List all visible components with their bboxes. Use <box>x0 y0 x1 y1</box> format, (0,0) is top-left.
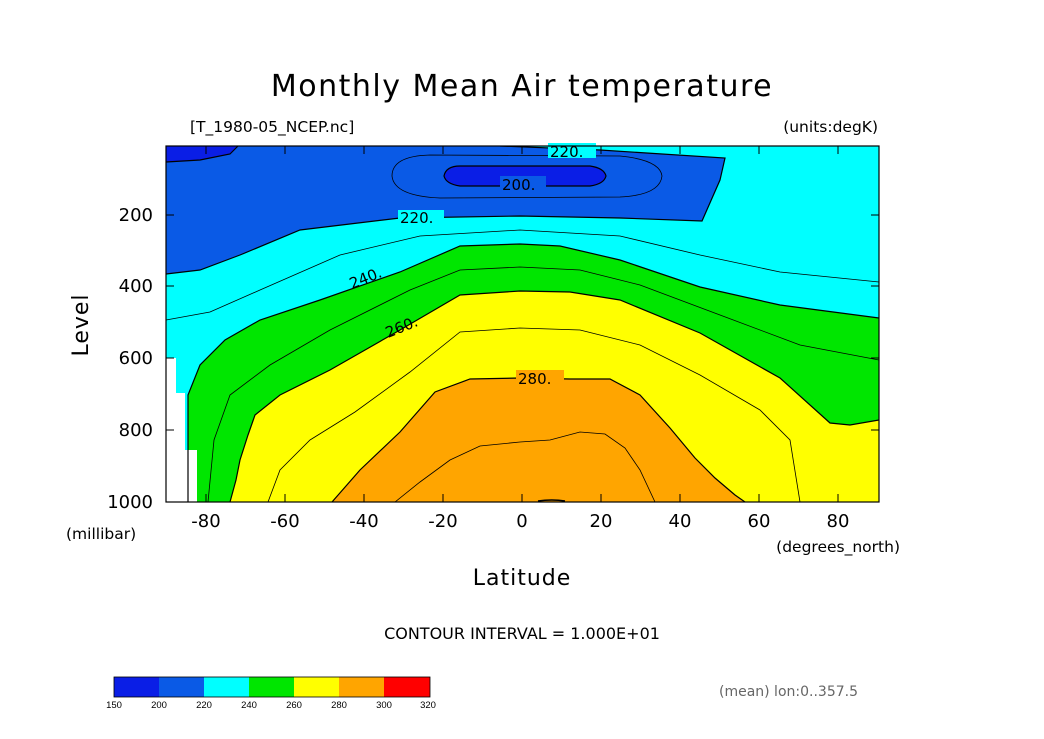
contour-line-260 <box>229 290 879 502</box>
colorbar-swatch <box>294 677 340 697</box>
plot-frame <box>165 145 880 503</box>
contour-fills <box>166 146 879 502</box>
contour-line-290 <box>394 431 656 502</box>
contour-line-270 <box>267 327 801 502</box>
colorbar-swatch <box>249 677 295 697</box>
contour-line-200 <box>443 165 607 187</box>
y-tick-labels: 200 400 600 800 1000 <box>107 205 153 513</box>
missing-data-region <box>166 358 197 502</box>
x-tick-label: 60 <box>748 511 771 532</box>
x-tick-label: -80 <box>191 511 220 532</box>
colorbar-swatch <box>114 677 160 697</box>
contour-interval-note: CONTOUR INTERVAL = 1.000E+01 <box>384 624 660 643</box>
y-tick-marks <box>166 214 879 431</box>
colorbar-label: 300 <box>376 700 392 711</box>
contour-label-200: 200. <box>502 176 535 194</box>
contour-line-210 <box>391 154 663 199</box>
x-tick-label: 0 <box>516 511 527 532</box>
contour-line-300 <box>537 499 566 502</box>
contour-label-220-top: 220. <box>550 143 583 161</box>
y-tick-label: 400 <box>119 276 153 297</box>
colorbar-label: 320 <box>420 700 436 711</box>
colorbar-label: 280 <box>331 700 347 711</box>
x-tick-label: -60 <box>270 511 299 532</box>
contour-line-250 <box>207 266 879 502</box>
chart-title: Monthly Mean Air temperature <box>271 69 773 104</box>
y-tick-label: 1000 <box>107 492 153 513</box>
colorbar-swatch <box>339 677 385 697</box>
colorbar-swatch <box>159 677 205 697</box>
y-tick-label: 200 <box>119 205 153 226</box>
x-tick-marks <box>205 146 839 502</box>
x-tick-label: -40 <box>349 511 378 532</box>
contour-line-280 <box>331 377 746 502</box>
y-axis-units: (millibar) <box>66 525 136 543</box>
colorbar-label: 150 <box>106 700 122 711</box>
x-axis-units: (degrees_north) <box>776 538 900 557</box>
source-file-label: [T_1980-05_NCEP.nc] <box>190 118 354 137</box>
y-axis-title: Level <box>69 293 94 356</box>
x-tick-label: 40 <box>669 511 692 532</box>
x-tick-labels: -80 -60 -40 -20 0 20 40 60 80 <box>191 511 849 532</box>
averaging-note: (mean) lon:0..357.5 <box>719 684 858 700</box>
colorbar-label: 200 <box>151 700 167 711</box>
colorbar-label: 260 <box>286 700 302 711</box>
x-tick-label: -20 <box>428 511 457 532</box>
colorbar-swatch <box>384 677 430 697</box>
contour-lines <box>166 146 879 502</box>
band-below-200-left <box>166 146 238 162</box>
x-axis-title: Latitude <box>473 566 572 591</box>
x-tick-label: 80 <box>827 511 850 532</box>
contour-line-220-corner <box>166 146 239 163</box>
contour-line-220-left <box>166 146 726 275</box>
contour-label-220: 220. <box>400 209 433 227</box>
colorbar-label: 220 <box>196 700 212 711</box>
contour-line-230 <box>166 229 879 321</box>
colorbar-label: 240 <box>241 700 257 711</box>
units-label: (units:degK) <box>783 118 878 136</box>
colorbar: 150 200 220 240 260 280 300 320 <box>106 676 436 711</box>
y-tick-label: 800 <box>119 420 153 441</box>
contour-label-280: 280. <box>518 370 551 388</box>
y-tick-label: 600 <box>119 348 153 369</box>
contour-line-240 <box>187 243 879 502</box>
colorbar-swatch <box>204 677 250 697</box>
x-tick-label: 20 <box>590 511 613 532</box>
